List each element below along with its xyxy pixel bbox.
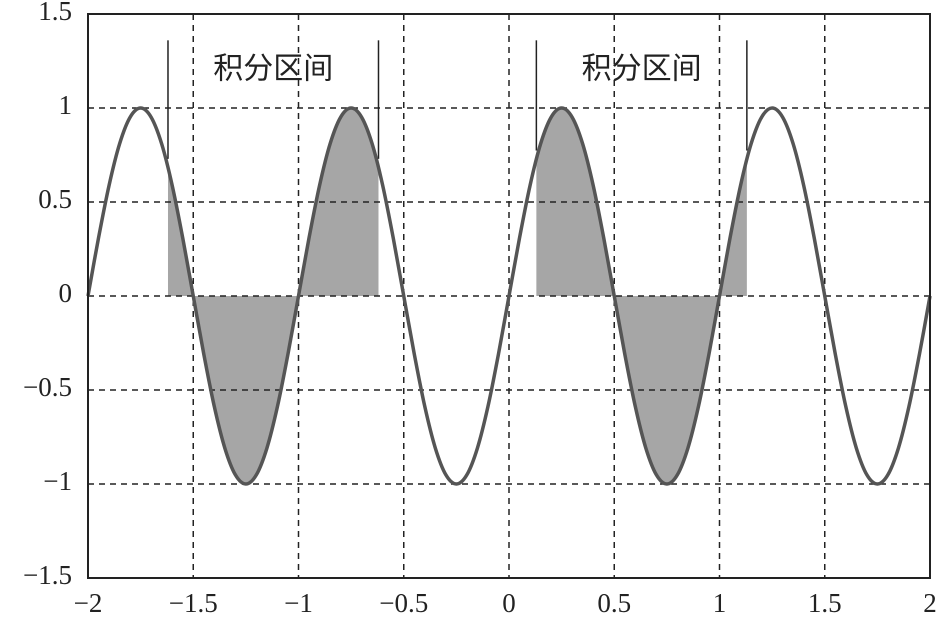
y-tick-label: −1 bbox=[43, 466, 72, 496]
plot-frame bbox=[87, 13, 931, 579]
interval-label: 积分区间 bbox=[582, 52, 702, 87]
interval-label: 积分区间 bbox=[213, 52, 333, 87]
x-tick-label: −0.5 bbox=[379, 588, 428, 618]
x-tick-label: 0 bbox=[502, 588, 516, 618]
x-tick-label: −1 bbox=[284, 588, 313, 618]
x-tick-label: 1.5 bbox=[808, 588, 842, 618]
y-tick-label: 1.5 bbox=[38, 0, 72, 26]
y-tick-label: 0.5 bbox=[38, 184, 72, 214]
y-tick-label: −0.5 bbox=[23, 372, 72, 402]
sine-curve bbox=[86, 106, 932, 486]
y-tick-label: 1 bbox=[59, 90, 73, 120]
x-tick-label: 0.5 bbox=[597, 588, 631, 618]
x-tick-label: 1 bbox=[713, 588, 727, 618]
x-tick-label: −2 bbox=[74, 588, 103, 618]
x-tick-label: 2 bbox=[923, 588, 937, 618]
y-tick-label: 0 bbox=[59, 278, 73, 308]
x-tick-label: −1.5 bbox=[169, 588, 218, 618]
y-tick-label: −1.5 bbox=[23, 560, 72, 590]
